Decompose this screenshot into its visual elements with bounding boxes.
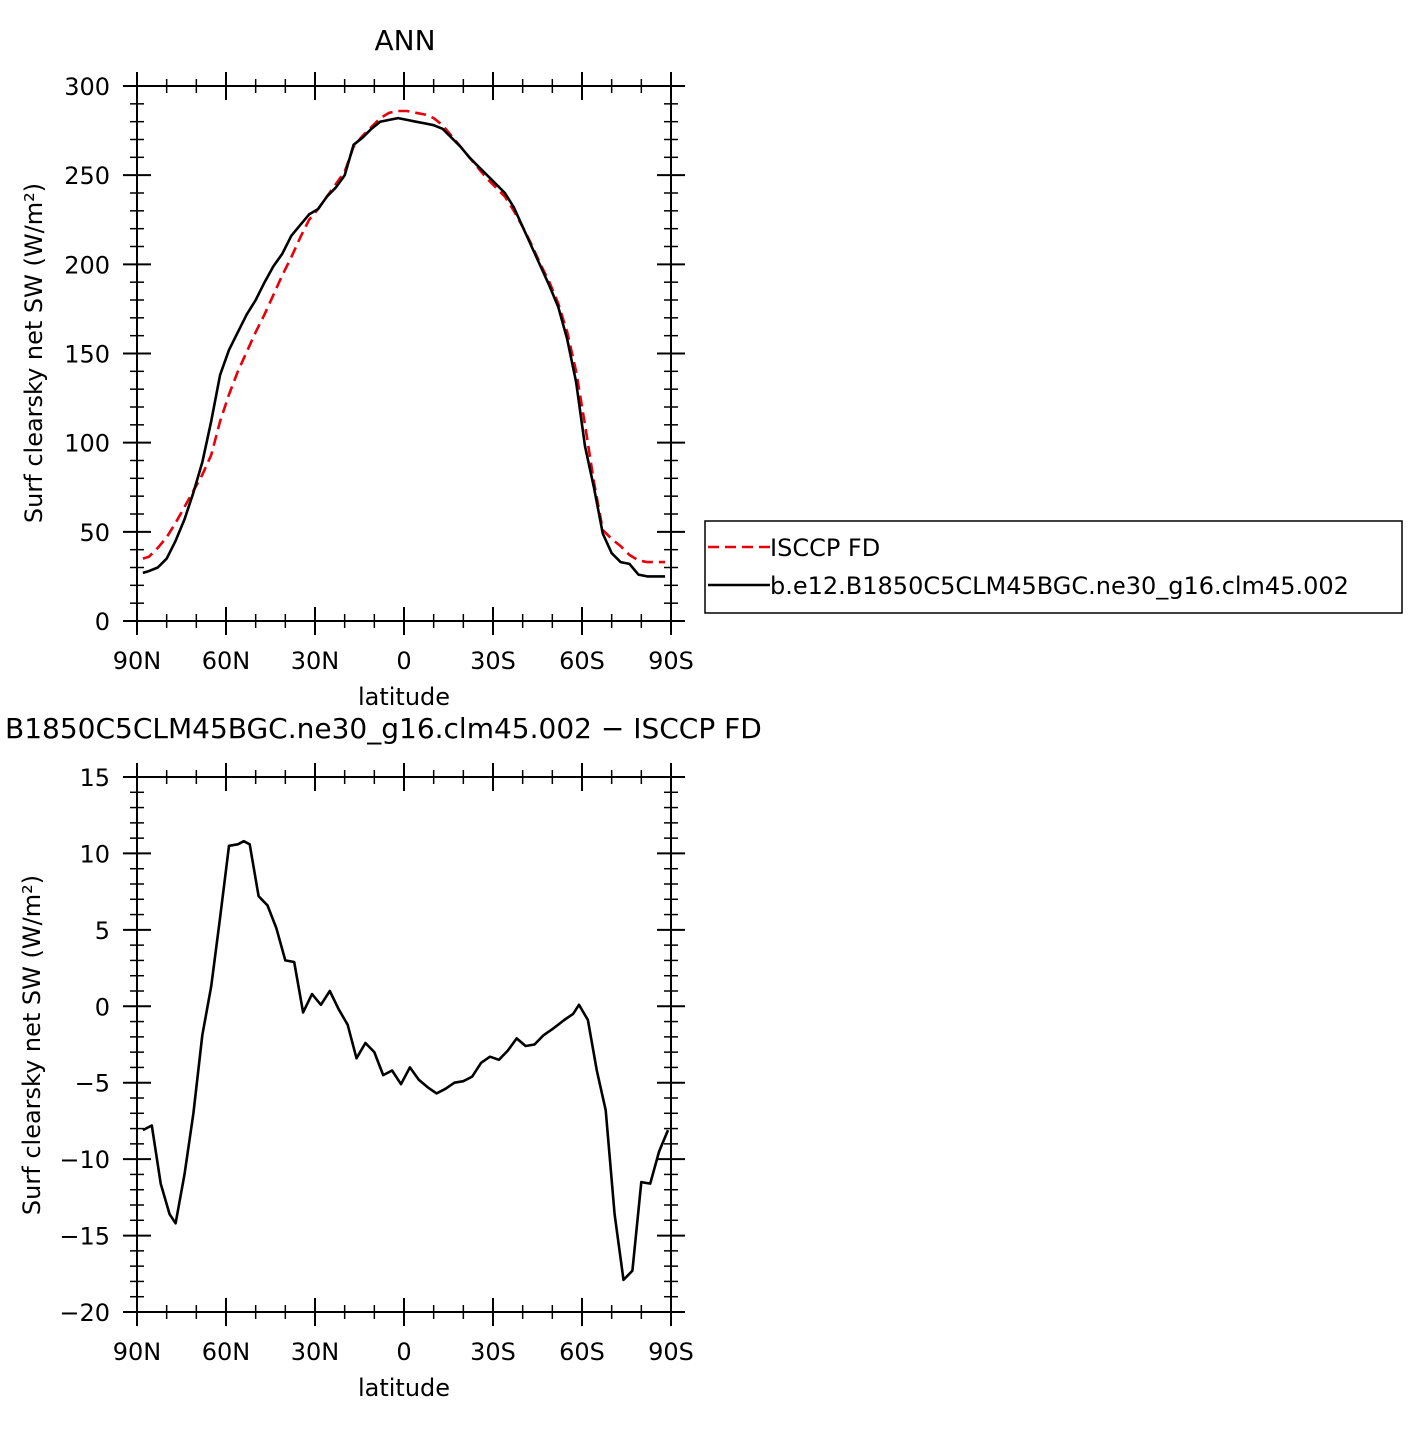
x-tick-label: 90N bbox=[113, 647, 162, 675]
y-tick-label: 300 bbox=[64, 73, 110, 101]
x-tick-label: 30S bbox=[470, 1338, 516, 1366]
x-tick-label: 60N bbox=[202, 1338, 251, 1366]
top-x-axis-label: latitude bbox=[358, 683, 450, 711]
y-tick-label: −20 bbox=[59, 1299, 110, 1327]
x-tick-label: 60S bbox=[559, 1338, 605, 1366]
x-tick-label: 60S bbox=[559, 647, 605, 675]
y-tick-label: 0 bbox=[95, 608, 110, 636]
bottom-panel: B1850C5CLM45BGC.ne30_g16.clm45.002 − ISC… bbox=[5, 712, 762, 1402]
series-line-model bbox=[142, 839, 670, 1282]
series-line-model bbox=[142, 116, 666, 578]
series-line-obs bbox=[142, 109, 666, 564]
x-tick-label: 60N bbox=[202, 647, 251, 675]
legend: ISCCP FD b.e12.B1850C5CLM45BGC.ne30_g16.… bbox=[704, 520, 1403, 614]
y-tick-label: 150 bbox=[64, 341, 110, 369]
legend-label-model: b.e12.B1850C5CLM45BGC.ne30_g16.clm45.002 bbox=[770, 572, 1349, 600]
bottom-x-axis-label: latitude bbox=[358, 1374, 450, 1402]
y-tick-label: 15 bbox=[79, 764, 110, 792]
y-tick-label: −10 bbox=[59, 1146, 110, 1174]
y-tick-label: 50 bbox=[79, 519, 110, 547]
x-tick-label: 90S bbox=[648, 1338, 694, 1366]
bottom-y-axis-label: Surf clearsky net SW (W/m²) bbox=[18, 875, 46, 1215]
bottom-y-ticks: −20 −15 −10 −5 0 5 10 15 bbox=[59, 764, 685, 1327]
x-tick-label: 30N bbox=[291, 1338, 340, 1366]
top-y-axis-label: Surf clearsky net SW (W/m²) bbox=[20, 183, 48, 523]
bottom-chart-title: B1850C5CLM45BGC.ne30_g16.clm45.002 − ISC… bbox=[5, 712, 762, 745]
x-tick-label: 90N bbox=[113, 1338, 162, 1366]
x-tick-label: 90S bbox=[648, 647, 694, 675]
y-tick-label: 5 bbox=[95, 917, 110, 945]
y-tick-label: 100 bbox=[64, 430, 110, 458]
bottom-x-ticks: 90N 60N 30N 0 30S 60S 90S bbox=[113, 763, 694, 1366]
y-tick-label: −15 bbox=[59, 1223, 110, 1251]
legend-box bbox=[704, 520, 1403, 614]
y-tick-label: 200 bbox=[64, 251, 110, 279]
legend-label-obs: ISCCP FD bbox=[770, 534, 880, 562]
y-tick-label: −5 bbox=[75, 1070, 110, 1098]
y-tick-label: 10 bbox=[79, 840, 110, 868]
top-series-lines bbox=[142, 109, 666, 578]
x-tick-label: 30S bbox=[470, 647, 516, 675]
x-tick-label: 30N bbox=[291, 647, 340, 675]
y-tick-label: 250 bbox=[64, 162, 110, 190]
x-tick-label: 0 bbox=[396, 1338, 411, 1366]
top-chart-title: ANN bbox=[374, 24, 435, 57]
y-tick-label: 0 bbox=[95, 993, 110, 1021]
bottom-series-lines bbox=[142, 839, 670, 1282]
top-plot-frame bbox=[136, 85, 672, 622]
x-tick-label: 0 bbox=[396, 647, 411, 675]
top-x-ticks: 90N 60N 30N 0 30S 60S 90S bbox=[113, 72, 694, 675]
top-y-ticks: 0 50 100 150 200 250 300 bbox=[64, 73, 685, 636]
